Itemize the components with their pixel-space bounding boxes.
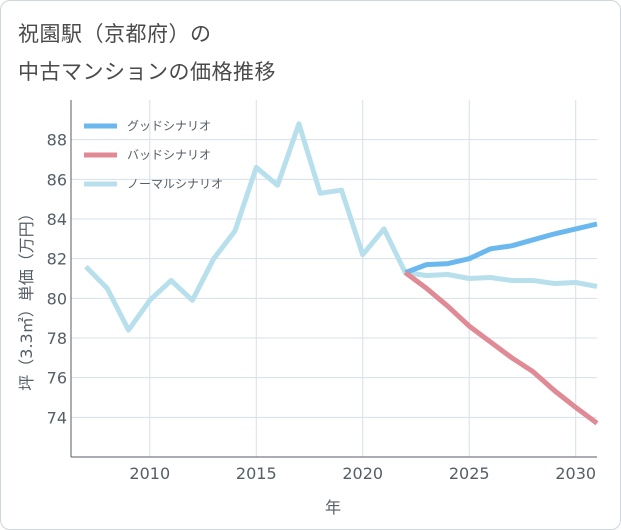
- legend-label-good: グッドシナリオ: [127, 119, 211, 133]
- x-tick-label: 2030: [555, 464, 596, 483]
- chart-title-line2: 中古マンションの価格推移: [18, 60, 276, 84]
- x-tick-label: 2020: [342, 464, 383, 483]
- y-tick-label: 88: [47, 131, 67, 150]
- y-tick-label: 74: [47, 408, 67, 427]
- series-lines: [84, 121, 599, 426]
- x-tick-label: 2025: [449, 464, 490, 483]
- y-axis-label: 坪（3.3㎡）単価（万円）: [17, 205, 36, 390]
- y-tick-label: 80: [47, 289, 67, 308]
- series-line-good: [404, 221, 598, 275]
- y-tick-label: 76: [47, 369, 67, 388]
- x-tick-label: 2010: [129, 464, 170, 483]
- x-tick-label: 2015: [236, 464, 277, 483]
- legend-label-normal: ノーマルシナリオ: [127, 177, 223, 191]
- series-line-bad: [403, 270, 599, 426]
- axes: 2010 2015 2020 2025 2030 74 76 78 80 82 84 86 88: [47, 100, 597, 483]
- x-axis-label: 年: [325, 498, 341, 517]
- y-tick-label: 84: [47, 210, 67, 229]
- series-line-normal: [84, 121, 598, 333]
- legend-label-bad: バッドシナリオ: [127, 148, 211, 162]
- y-tick-label: 78: [47, 329, 67, 348]
- y-tick-label: 82: [47, 250, 67, 269]
- y-tick-label: 86: [47, 170, 67, 189]
- chart-title-line1: 祝園駅（京都府）の: [18, 22, 212, 46]
